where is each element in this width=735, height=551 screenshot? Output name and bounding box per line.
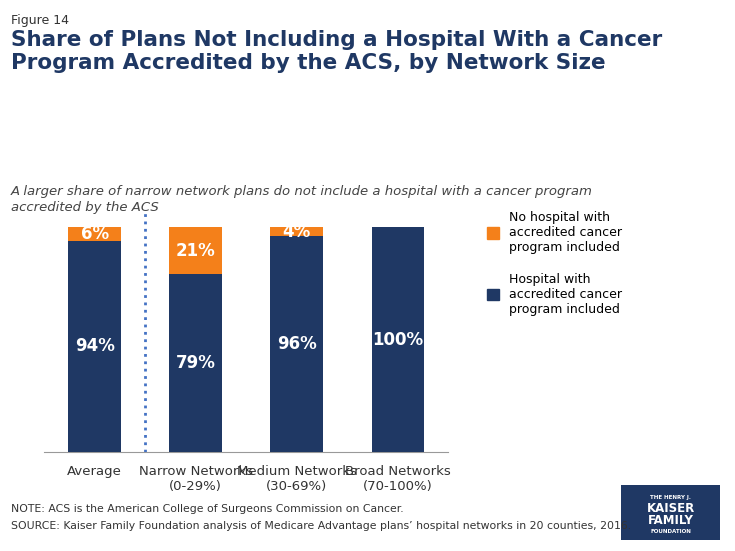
Text: 96%: 96% [277, 335, 317, 353]
Text: 4%: 4% [283, 223, 311, 241]
Text: 21%: 21% [176, 242, 215, 260]
Text: Figure 14: Figure 14 [11, 14, 69, 27]
Text: KAISER: KAISER [647, 502, 695, 515]
Text: SOURCE: Kaiser Family Foundation analysis of Medicare Advantage plans’ hospital : SOURCE: Kaiser Family Foundation analysi… [11, 521, 631, 531]
Bar [270, 236, 323, 452]
Legend: No hospital with
accredited cancer
program included, Hospital with
accredited ca: No hospital with accredited cancer progr… [487, 211, 623, 316]
Text: NOTE: ACS is the American College of Surgeons Commission on Cancer.: NOTE: ACS is the American College of Sur… [11, 504, 404, 514]
Text: Share of Plans Not Including a Hospital With a Cancer
Program Accredited by the : Share of Plans Not Including a Hospital … [11, 30, 662, 73]
Bar [68, 241, 121, 452]
Text: FAMILY: FAMILY [648, 514, 694, 527]
Text: A larger share of narrow network plans do not include a hospital with a cancer p: A larger share of narrow network plans d… [11, 185, 593, 214]
Text: FOUNDATION: FOUNDATION [650, 529, 691, 534]
Bar [169, 228, 222, 274]
Text: 100%: 100% [372, 331, 423, 349]
Bar [270, 228, 323, 236]
Bar [169, 274, 222, 452]
Text: 94%: 94% [75, 337, 115, 355]
Text: THE HENRY J.: THE HENRY J. [650, 494, 691, 500]
Text: 79%: 79% [176, 354, 215, 372]
Bar [372, 228, 424, 452]
Text: 6%: 6% [81, 225, 109, 243]
Bar [68, 228, 121, 241]
